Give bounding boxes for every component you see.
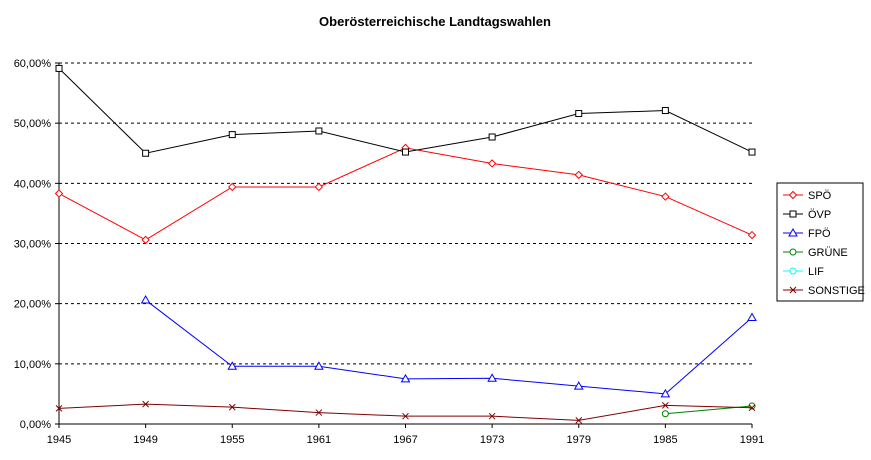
x-tick-label: 1991 (740, 434, 764, 446)
data-point-triangle (747, 312, 757, 322)
y-tick-label: 40,00% (14, 178, 52, 190)
series-sonstige (55, 400, 756, 424)
data-point-triangle (400, 373, 411, 383)
y-tick-label: 20,00% (14, 299, 52, 311)
data-point-circle (789, 267, 797, 275)
series-spö (54, 143, 757, 245)
data-point-x-stroke (575, 417, 583, 424)
legend: SPÖ ÖVP FPÖ GRÜNE LIF SONSTIGE (776, 182, 865, 302)
data-point-diamond (788, 190, 798, 200)
data-point-x (315, 409, 323, 416)
x-tick-label: 1949 (133, 434, 157, 446)
data-point-x (789, 286, 797, 294)
data-point-diamond (487, 159, 497, 168)
data-point-square (55, 64, 63, 72)
x-tick-label: 1985 (653, 434, 677, 446)
gridlines (59, 62, 752, 365)
data-point-square (488, 133, 496, 141)
data-point-triangle (660, 388, 671, 398)
legend-item: GRÜNE (783, 247, 848, 259)
series-övp (55, 64, 756, 157)
data-point-x-stroke (662, 401, 669, 409)
y-tick-label: 60,00% (14, 58, 52, 70)
x-tick-label: 1961 (307, 434, 331, 446)
data-point-square (748, 148, 756, 156)
data-point-x (142, 400, 149, 408)
data-point-x (228, 403, 236, 411)
data-point-diamond (54, 189, 64, 198)
data-point-x-stroke (789, 286, 797, 294)
data-point-x (748, 404, 756, 412)
x-tick-label: 1955 (220, 434, 244, 446)
data-point-x-stroke (402, 412, 409, 420)
data-point-x-stroke (228, 403, 236, 411)
legend-item: FPÖ (783, 227, 831, 240)
y-tick-label: 0,00% (20, 419, 51, 431)
data-point-square (661, 107, 669, 115)
legend-item: SPÖ (783, 190, 832, 202)
x-tick-labels: 1945 1949 1955 1961 1967 1973 1979 1985 1991 (47, 434, 764, 446)
data-point-x-stroke (748, 404, 756, 412)
x-tick-label: 1973 (480, 434, 504, 446)
y-tick-labels: 0,00% 10,00% 20,00% 30,00% 40,00% 50,00% 60,00… (14, 58, 52, 431)
series-group (54, 64, 757, 424)
data-point-square (315, 127, 323, 135)
data-point-triangle (573, 381, 584, 390)
data-point-diamond (574, 170, 583, 180)
y-tick-label: 10,00% (14, 359, 52, 371)
legend-label: SONSTIGE (808, 285, 865, 297)
y-tick-label: 30,00% (14, 239, 52, 251)
data-point-diamond (747, 230, 757, 240)
data-point-triangle (227, 361, 238, 370)
data-point-square (575, 110, 583, 118)
data-point-diamond (228, 182, 237, 192)
series-line (145, 299, 753, 395)
legend-box (776, 182, 864, 302)
series-line (58, 147, 753, 241)
y-tick-label: 50,00% (14, 118, 52, 130)
series-fpö (140, 295, 757, 398)
data-point-square (142, 149, 150, 157)
data-point-x (488, 412, 496, 420)
data-point-triangle (314, 361, 324, 370)
data-point-x-stroke (315, 409, 323, 416)
axes (55, 62, 753, 428)
data-point-triangle (140, 295, 151, 304)
data-point-x (662, 401, 669, 409)
legend-label: GRÜNE (808, 247, 848, 259)
data-point-triangle (788, 227, 798, 237)
x-tick-label: 1945 (47, 434, 71, 446)
data-point-triangle (487, 373, 497, 382)
chart-title: Oberösterreichische Landtagswahlen (319, 14, 551, 29)
data-point-square (228, 131, 236, 139)
data-point-x (575, 417, 583, 424)
legend-label: FPÖ (808, 228, 831, 240)
data-point-circle (661, 410, 669, 418)
x-tick-label: 1979 (567, 434, 591, 446)
x-tick-label: 1967 (393, 434, 417, 446)
legend-item: ÖVP (783, 209, 831, 221)
data-point-square (789, 210, 797, 218)
data-point-diamond (314, 182, 324, 192)
legend-item: SONSTIGE (783, 285, 865, 297)
legend-label: ÖVP (808, 209, 831, 221)
data-point-x (402, 412, 409, 420)
data-point-circle (789, 248, 797, 256)
data-point-diamond (141, 235, 150, 245)
data-point-x (55, 405, 63, 412)
legend-label: SPÖ (808, 190, 832, 202)
legend-label: LIF (808, 266, 824, 278)
data-point-diamond (661, 192, 670, 201)
data-point-square (402, 148, 409, 156)
series-grüne (661, 402, 756, 418)
data-point-x-stroke (142, 400, 149, 408)
data-point-x-stroke (55, 405, 63, 412)
legend-item: LIF (783, 266, 824, 278)
data-point-x-stroke (488, 412, 496, 420)
series-line (58, 403, 753, 421)
series-line (58, 68, 753, 154)
